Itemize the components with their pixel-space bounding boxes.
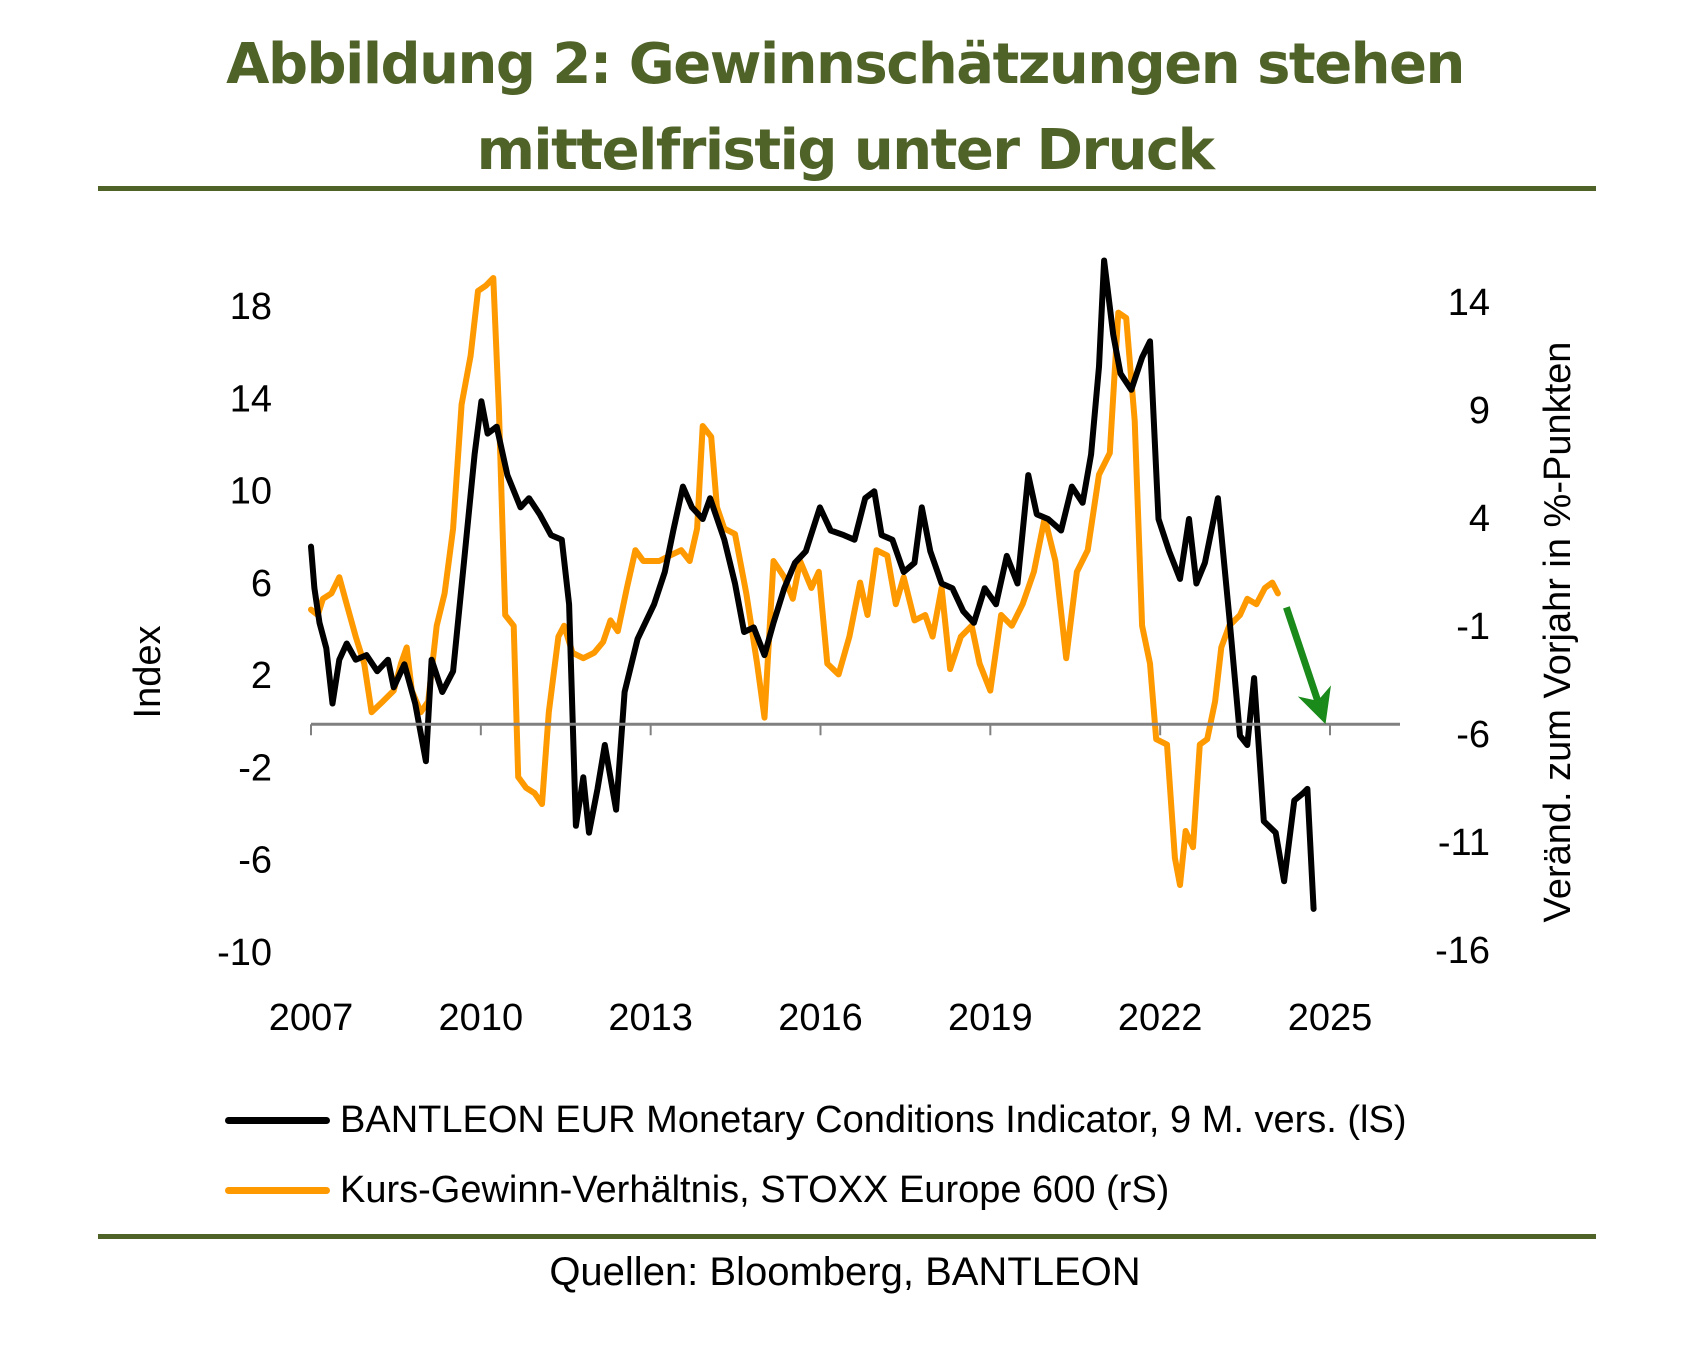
x-tick-label: 2013 (608, 997, 693, 1039)
y2-tick-label: -6 (1456, 714, 1490, 756)
annotation-layer (1283, 606, 1331, 725)
y2-tick-label: -11 (1438, 822, 1490, 864)
chart-title-line-1: Abbildung 2: Gewinnschätzungen stehen (226, 32, 1465, 97)
y-axis-title: Index (127, 626, 169, 719)
series-layer (308, 257, 1317, 912)
y-tick-label: -2 (238, 747, 272, 789)
y-tick-label: 6 (251, 563, 272, 605)
legend-swatch-black (225, 1116, 330, 1124)
y-axis-left: 18 14 10 6 2 -2 -6 -10 (217, 286, 272, 974)
source-divider (98, 1234, 1596, 1239)
chart-title-line-2: mittelfristig unter Druck (476, 118, 1215, 183)
y2-tick-label: 4 (1469, 498, 1490, 540)
x-axis-labels: 2007 2010 2013 2016 2019 2022 2025 (269, 997, 1373, 1039)
y-axis-right: 14 9 4 -1 -6 -11 -16 (1435, 282, 1490, 972)
y2-tick-label: 14 (1448, 282, 1490, 324)
series-line-kgv (308, 275, 1281, 888)
series-line-mci (308, 257, 1317, 912)
y2-tick-label: -16 (1435, 930, 1490, 972)
x-tick-label: 2025 (1288, 997, 1373, 1039)
legend-label-kgv: Kurs-Gewinn-Verhältnis, STOXX Europe 600… (340, 1168, 1170, 1211)
x-tick-label: 2022 (1118, 997, 1203, 1039)
y2-tick-label: -1 (1456, 606, 1490, 648)
legend-label-mci: BANTLEON EUR Monetary Conditions Indicat… (340, 1098, 1407, 1141)
source-note: Quellen: Bloomberg, BANTLEON (549, 1250, 1141, 1294)
legend-item-mci: BANTLEON EUR Monetary Conditions Indicat… (225, 1085, 1406, 1155)
downward-arrow-icon (1283, 606, 1331, 725)
x-tick-label: 2010 (439, 997, 524, 1039)
legend-item-kgv: Kurs-Gewinn-Verhältnis, STOXX Europe 600… (225, 1155, 1406, 1225)
y-tick-label: -6 (238, 840, 272, 882)
x-tick-label: 2016 (778, 997, 863, 1039)
x-axis (310, 722, 1400, 736)
legend: BANTLEON EUR Monetary Conditions Indicat… (225, 1085, 1406, 1225)
title-divider (98, 186, 1596, 191)
y-tick-label: -10 (217, 932, 272, 974)
y-tick-label: 18 (230, 286, 272, 328)
y2-tick-label: 9 (1469, 390, 1490, 432)
x-tick-label: 2019 (948, 997, 1033, 1039)
legend-swatch-orange (225, 1186, 330, 1194)
y-tick-label: 2 (251, 655, 272, 697)
chart-title: Abbildung 2: Gewinnschätzungen stehen mi… (0, 22, 1690, 194)
x-tick-label: 2007 (269, 997, 354, 1039)
y-tick-label: 10 (230, 471, 272, 513)
y2-axis-title: Veränd. zum Vorjahr in %-Punkten (1537, 342, 1579, 923)
y-tick-label: 14 (230, 378, 272, 420)
